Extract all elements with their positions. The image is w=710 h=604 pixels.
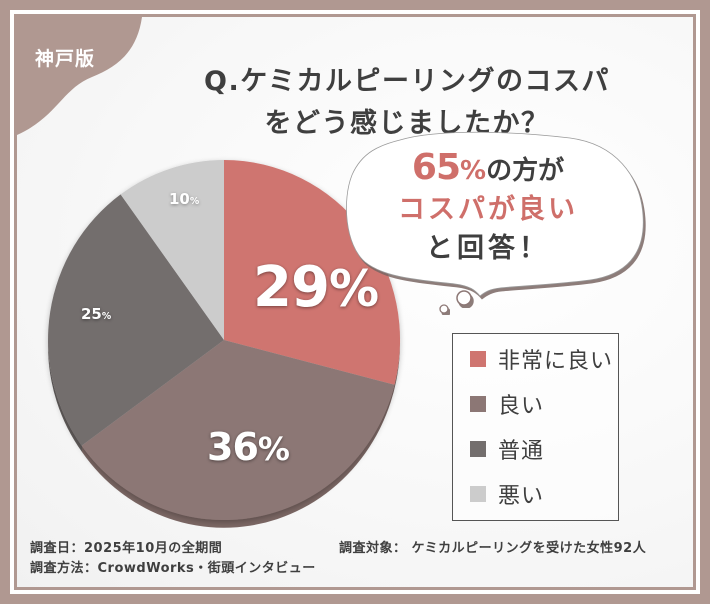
- pie-slice-bad: [120, 160, 224, 340]
- legend-item-very-good: 非常に良い: [470, 344, 613, 374]
- region-badge: 神戸版: [17, 17, 177, 142]
- survey-info-left: 調査日：2025年10月の全期間 調査方法：CrowdWorks・街頭インタビュ…: [30, 539, 316, 579]
- survey-method: 調査方法：CrowdWorks・街頭インタビュー: [30, 561, 316, 576]
- region-badge-label: 神戸版: [35, 48, 96, 70]
- bubble-line-1: 65%の方が: [411, 147, 565, 188]
- pie-label-bad: 10%: [169, 190, 200, 208]
- survey-info-right: 調査対象： ケミカルピーリングを受けた女性92人: [339, 539, 646, 559]
- question-title-line1: Q.ケミカルピーリングのコスパ: [204, 66, 610, 97]
- speech-bubble-text: 65%の方が コスパが良い と回答！: [368, 148, 608, 269]
- pie-slice-good: [81, 340, 395, 521]
- legend-item-neutral: 普通: [470, 434, 544, 464]
- pie-label-neutral: 25%: [81, 305, 112, 323]
- legend-item-good: 良い: [470, 389, 544, 419]
- bubble-line-3: と回答！: [426, 233, 550, 264]
- pie-label-good: 36%: [207, 425, 290, 469]
- speech-bubble: [346, 131, 644, 314]
- survey-date: 調査日：2025年10月の全期間: [30, 541, 223, 556]
- bubble-line-2: コスパが良い: [398, 194, 578, 225]
- pie-slice-neutral: [48, 194, 224, 446]
- pie-label-very-good: 29%: [253, 255, 379, 320]
- legend-swatch-good: [470, 396, 486, 412]
- highlight-percentage: 65: [411, 147, 461, 188]
- legend-swatch-bad: [470, 486, 486, 502]
- legend-swatch-neutral: [470, 441, 486, 457]
- infographic-panel: 29% 36% 25% 10% 神戸版 Q.ケミカルピーリングのコスパ をどう感…: [17, 17, 693, 587]
- legend-item-bad: 悪い: [470, 479, 544, 509]
- pie-slice-very-good: [224, 160, 401, 385]
- chart-legend: 非常に良い 良い 普通 悪い: [452, 333, 619, 521]
- pie-chart: [48, 160, 401, 528]
- survey-target: 調査対象： ケミカルピーリングを受けた女性92人: [339, 541, 647, 556]
- legend-swatch-very-good: [470, 351, 486, 367]
- question-title: Q.ケミカルピーリングのコスパ をどう感じましたか？: [147, 61, 667, 145]
